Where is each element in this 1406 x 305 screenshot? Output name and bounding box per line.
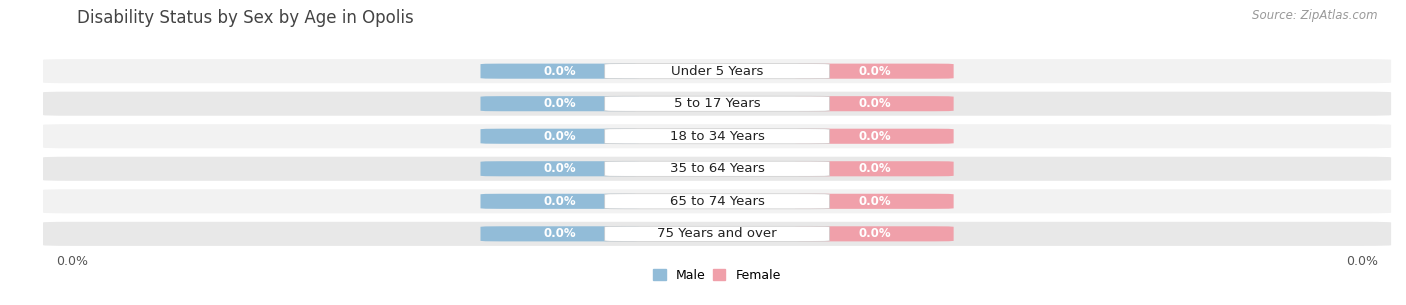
Text: 0.0%: 0.0% bbox=[858, 130, 890, 143]
Text: 5 to 17 Years: 5 to 17 Years bbox=[673, 97, 761, 110]
Text: 0.0%: 0.0% bbox=[858, 227, 890, 240]
Text: 0.0%: 0.0% bbox=[544, 97, 576, 110]
Text: 65 to 74 Years: 65 to 74 Years bbox=[669, 195, 765, 208]
FancyBboxPatch shape bbox=[481, 226, 640, 241]
Text: 35 to 64 Years: 35 to 64 Years bbox=[669, 162, 765, 175]
FancyBboxPatch shape bbox=[794, 64, 953, 79]
FancyBboxPatch shape bbox=[44, 124, 1391, 148]
FancyBboxPatch shape bbox=[605, 64, 830, 79]
Text: 0.0%: 0.0% bbox=[544, 227, 576, 240]
Text: 0.0%: 0.0% bbox=[858, 162, 890, 175]
FancyBboxPatch shape bbox=[794, 226, 953, 241]
Text: 0.0%: 0.0% bbox=[858, 97, 890, 110]
FancyBboxPatch shape bbox=[481, 194, 640, 209]
Legend: Male, Female: Male, Female bbox=[648, 264, 786, 287]
Text: 0.0%: 0.0% bbox=[858, 195, 890, 208]
FancyBboxPatch shape bbox=[794, 161, 953, 176]
Text: 0.0%: 0.0% bbox=[544, 162, 576, 175]
FancyBboxPatch shape bbox=[605, 194, 830, 209]
FancyBboxPatch shape bbox=[481, 129, 640, 144]
FancyBboxPatch shape bbox=[605, 161, 830, 176]
FancyBboxPatch shape bbox=[605, 96, 830, 111]
Text: 0.0%: 0.0% bbox=[858, 65, 890, 78]
Text: 0.0%: 0.0% bbox=[56, 255, 89, 268]
Text: Disability Status by Sex by Age in Opolis: Disability Status by Sex by Age in Opoli… bbox=[77, 9, 415, 27]
FancyBboxPatch shape bbox=[605, 129, 830, 144]
Text: 0.0%: 0.0% bbox=[544, 130, 576, 143]
FancyBboxPatch shape bbox=[44, 59, 1391, 83]
Text: 18 to 34 Years: 18 to 34 Years bbox=[669, 130, 765, 143]
FancyBboxPatch shape bbox=[481, 96, 640, 111]
FancyBboxPatch shape bbox=[44, 92, 1391, 116]
Text: 75 Years and over: 75 Years and over bbox=[657, 227, 778, 240]
FancyBboxPatch shape bbox=[794, 96, 953, 111]
FancyBboxPatch shape bbox=[44, 189, 1391, 213]
FancyBboxPatch shape bbox=[605, 226, 830, 241]
Text: 0.0%: 0.0% bbox=[1346, 255, 1378, 268]
FancyBboxPatch shape bbox=[44, 157, 1391, 181]
Text: 0.0%: 0.0% bbox=[544, 195, 576, 208]
FancyBboxPatch shape bbox=[481, 161, 640, 176]
FancyBboxPatch shape bbox=[794, 129, 953, 144]
FancyBboxPatch shape bbox=[44, 222, 1391, 246]
Text: Source: ZipAtlas.com: Source: ZipAtlas.com bbox=[1253, 9, 1378, 22]
FancyBboxPatch shape bbox=[481, 64, 640, 79]
Text: Under 5 Years: Under 5 Years bbox=[671, 65, 763, 78]
FancyBboxPatch shape bbox=[794, 194, 953, 209]
Text: 0.0%: 0.0% bbox=[544, 65, 576, 78]
